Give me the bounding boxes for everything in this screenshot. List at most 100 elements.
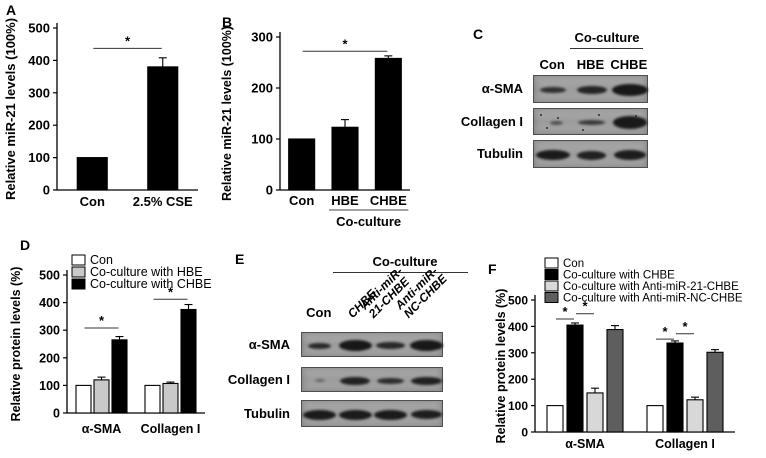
bar [546,405,564,433]
y-tick-label: 400 [39,296,60,310]
significance-star: * [662,324,668,339]
panel-label-d: D [20,237,31,253]
legend-label: Co-culture with CHBE [563,270,675,282]
speckle [545,127,548,130]
protein-band [540,87,567,93]
protein-band [374,409,408,420]
x-category-label: CHBE [370,193,407,208]
blot-strip [533,108,648,135]
chart-mir21-coculture: 0 100 200 300 Relative miR-21 levels (100%) C… [220,26,410,229]
significance-star: * [682,319,688,334]
bar [144,384,161,414]
bar [566,324,584,433]
protein-band [308,342,332,349]
protein-band [314,379,325,382]
westernblot-antimir: Co-culture Con CHBE Anti-miR- 21-CHBE Anti-mi… [225,248,477,453]
blot-row-label: Tubulin [477,146,523,161]
coculture-header: Co-culture [372,254,438,269]
x-category-label: Con [289,193,314,208]
x-category-label: 2.5% CSE [133,194,193,209]
y-tick-label: 500 [508,294,528,308]
y-tick-label: 200 [39,351,60,365]
westernblot-coculture: Co-culture Con HBE CHBE α-SMA Collagen I Tubul… [455,15,766,180]
protein-band [338,409,372,420]
y-tick-label: 100 [28,150,50,165]
y-tick-label: 400 [28,53,50,68]
protein-band [409,340,443,351]
y-tick-label: 0 [43,183,50,198]
panel-label-e: E [235,251,245,267]
y-tick-label: 300 [251,30,273,45]
bar [111,339,128,414]
blot-row-label: α-SMA [481,81,523,96]
legend-label: Co-culture with HBE [90,265,203,279]
y-tick-label: 100 [39,379,60,393]
coculture-underline [570,48,643,49]
protein-band [338,340,372,351]
blot-row-label: Tubulin [244,405,290,421]
speckle [635,114,638,117]
significance-star: * [125,33,131,48]
chart-protein-levels-hbe-chbe: 0 100 200 300 400 500 Relative protein levels … [9,253,212,436]
y-axis-label: Relative miR-21 levels (100%) [220,26,234,201]
significance-star: * [582,299,588,314]
legend-label: Co-culture with CHBE [90,277,212,291]
legend-swatch [71,278,86,290]
protein-band [536,150,571,160]
bar [180,308,197,414]
y-tick-label: 200 [508,373,528,387]
bar [288,138,316,191]
legend-swatch [544,292,559,303]
speckle [539,114,542,117]
bar [331,126,359,191]
protein-band [549,120,563,125]
protein-band [340,376,371,385]
protein-band [376,342,406,349]
coculture-header: Co-culture [574,30,640,45]
bar [646,405,664,433]
x-category-label: α-SMA [82,422,122,436]
panel-label-b: B [222,14,233,30]
y-axis-label: Relative protein levels (%) [9,267,23,422]
y-tick-label: 400 [508,320,528,334]
protein-band [578,120,605,125]
protein-band [303,409,337,420]
protein-band [576,86,607,94]
y-tick-label: 0 [53,407,60,421]
bar [686,399,704,433]
legend-label: Co-culture with Anti-miR-21-CHBE [563,281,739,293]
x-category-label: HBE [331,193,359,208]
speckle [557,117,559,120]
y-tick-label: 100 [508,399,528,413]
y-tick-label: 200 [28,118,50,133]
panel-label-c: C [473,26,484,42]
bar [162,382,179,414]
blot-strip [533,75,648,103]
protein-band [612,116,647,129]
x-category-label: Collagen I [655,437,715,451]
blot-row-label: Collagen I [227,371,290,387]
y-tick-label: 100 [251,132,273,147]
x-category-label: α-SMA [565,437,605,451]
blot-row-label: α-SMA [248,336,290,352]
bar [666,342,684,433]
protein-band [577,150,606,160]
bar [606,329,624,433]
blot-strip [301,400,443,427]
significance-star: * [562,304,568,319]
blot-strip [301,332,443,357]
y-tick-label: 0 [521,426,528,440]
lane-label: Con [306,305,332,320]
x-group-label: Co-culture [336,214,401,229]
legend-swatch [544,257,559,269]
significance-star: * [168,284,174,299]
y-tick-label: 500 [28,21,50,36]
legend-swatch [71,266,86,278]
y-tick-label: 300 [39,324,60,338]
protein-band [377,377,405,384]
significance-star: * [99,313,105,328]
y-tick-label: 200 [251,81,273,96]
legend-label: Co-culture with Anti-miR-NC-CHBE [563,293,743,305]
